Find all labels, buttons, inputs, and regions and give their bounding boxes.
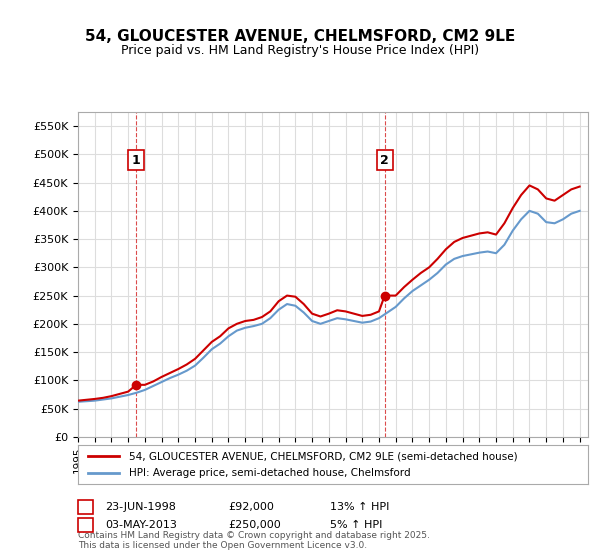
Text: 13% ↑ HPI: 13% ↑ HPI [330, 502, 389, 512]
Text: 23-JUN-1998: 23-JUN-1998 [105, 502, 176, 512]
Text: Contains HM Land Registry data © Crown copyright and database right 2025.
This d: Contains HM Land Registry data © Crown c… [78, 530, 430, 550]
Text: 1: 1 [82, 502, 89, 512]
Text: 54, GLOUCESTER AVENUE, CHELMSFORD, CM2 9LE (semi-detached house): 54, GLOUCESTER AVENUE, CHELMSFORD, CM2 9… [129, 451, 518, 461]
Text: 54, GLOUCESTER AVENUE, CHELMSFORD, CM2 9LE: 54, GLOUCESTER AVENUE, CHELMSFORD, CM2 9… [85, 29, 515, 44]
Text: HPI: Average price, semi-detached house, Chelmsford: HPI: Average price, semi-detached house,… [129, 468, 410, 478]
Text: £92,000: £92,000 [228, 502, 274, 512]
Text: 2: 2 [380, 153, 389, 166]
Text: £250,000: £250,000 [228, 520, 281, 530]
Text: 1: 1 [132, 153, 140, 166]
Text: 5% ↑ HPI: 5% ↑ HPI [330, 520, 382, 530]
Text: Price paid vs. HM Land Registry's House Price Index (HPI): Price paid vs. HM Land Registry's House … [121, 44, 479, 57]
Text: 03-MAY-2013: 03-MAY-2013 [105, 520, 177, 530]
Text: 2: 2 [82, 520, 89, 530]
